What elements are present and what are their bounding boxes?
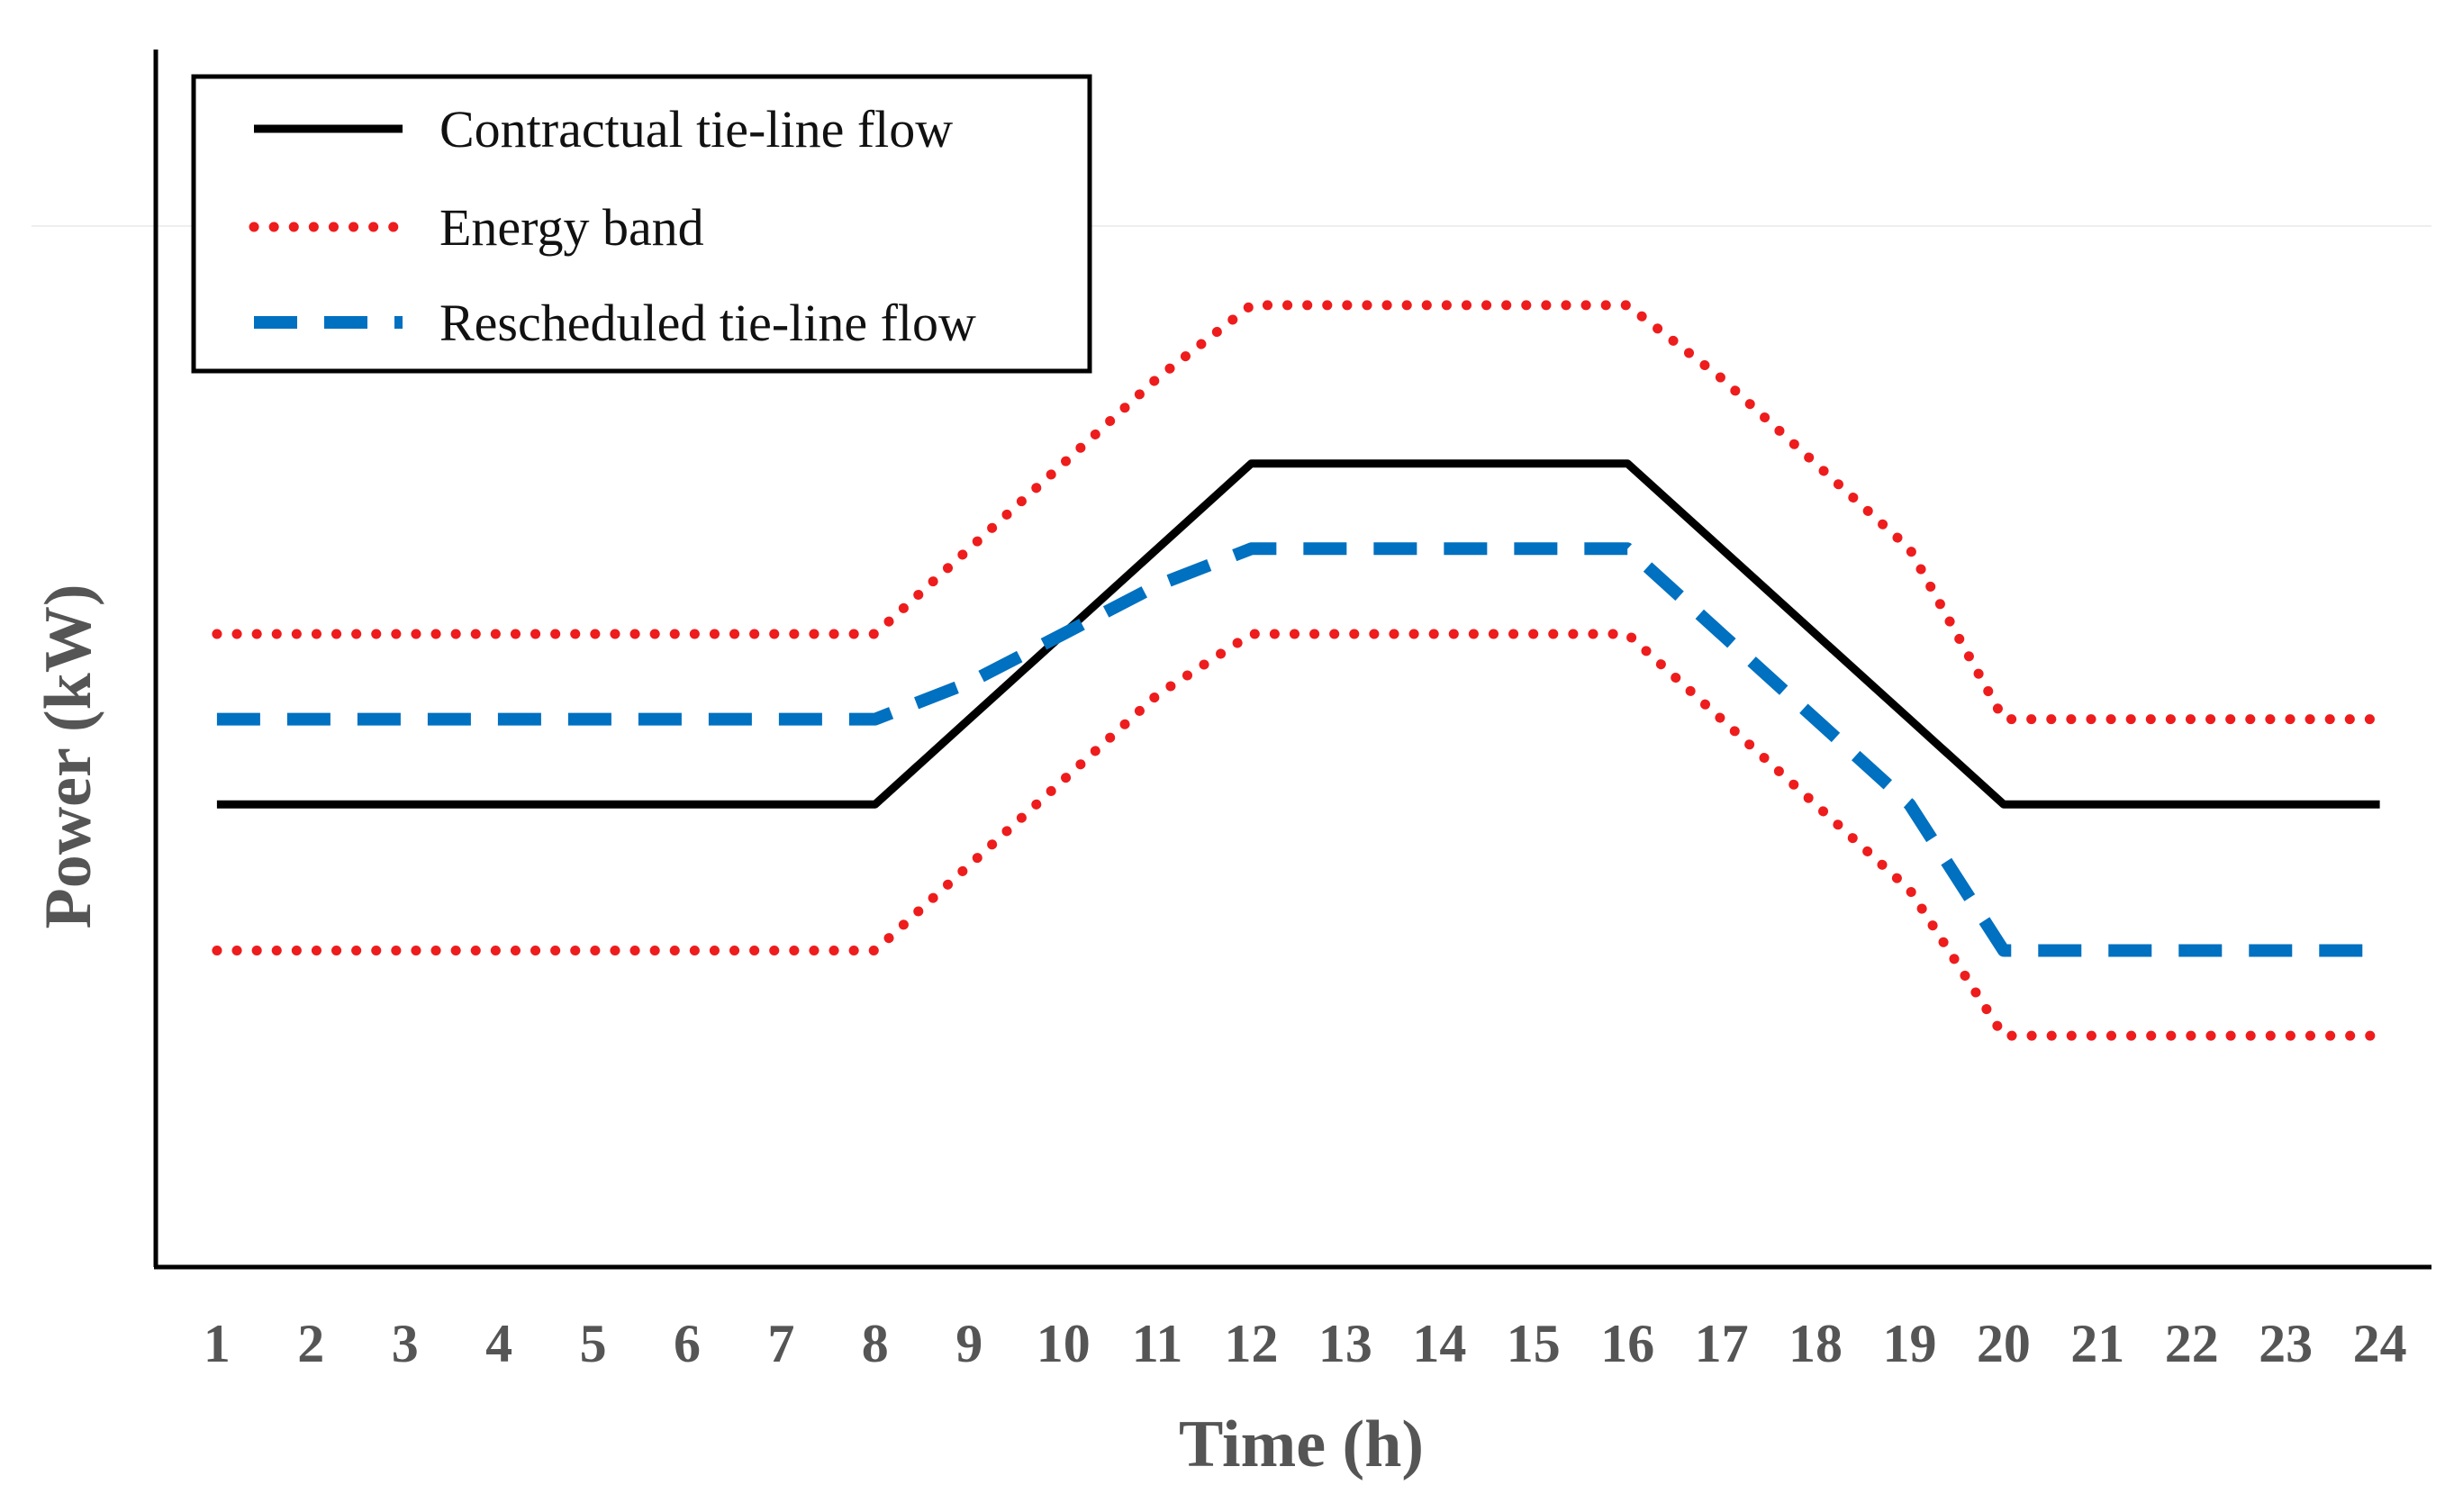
x-tick-label-21: 21 xyxy=(2070,1314,2124,1373)
x-tick-label-15: 15 xyxy=(1507,1314,1561,1373)
x-tick-label-16: 16 xyxy=(1600,1314,1654,1373)
x-tick-label-20: 20 xyxy=(1977,1314,2031,1373)
x-axis-title: Time (h) xyxy=(1179,1408,1424,1481)
x-tick-label-12: 12 xyxy=(1225,1314,1279,1373)
x-tick-label-13: 13 xyxy=(1318,1314,1372,1373)
x-tick-label-3: 3 xyxy=(392,1314,419,1373)
x-tick-label-22: 22 xyxy=(2165,1314,2219,1373)
x-tick-label-11: 11 xyxy=(1132,1314,1183,1373)
legend-label-rescheduled: Rescheduled tie-line flow xyxy=(439,294,976,352)
y-axis-title: Power (kW) xyxy=(32,584,105,929)
series-line-3-dashed xyxy=(216,542,2380,957)
x-tick-labels: 1 2 3 4 5 6 7 8 9 10 11 12 13 14 15 16 17 18 19 20 21 22 23 24 xyxy=(204,1314,2407,1373)
x-tick-label-4: 4 xyxy=(485,1314,512,1373)
x-tick-label-24: 24 xyxy=(2353,1314,2407,1373)
series-line-2-dotted xyxy=(212,629,2386,1041)
legend-label-energy-band: Energy band xyxy=(439,198,704,257)
series-line-1-dotted xyxy=(212,300,2386,725)
x-tick-label-10: 10 xyxy=(1037,1314,1091,1373)
x-tick-label-1: 1 xyxy=(204,1314,231,1373)
x-tick-label-9: 9 xyxy=(955,1314,983,1373)
x-tick-label-6: 6 xyxy=(674,1314,701,1373)
x-tick-label-2: 2 xyxy=(297,1314,324,1373)
series-layer xyxy=(212,300,2386,1041)
legend-label-contractual: Contractual tie-line flow xyxy=(439,100,953,158)
x-tick-label-19: 19 xyxy=(1883,1314,1937,1373)
legend: Contractual tie-line flow Energy band Re… xyxy=(191,74,1092,374)
x-tick-label-8: 8 xyxy=(862,1314,889,1373)
x-tick-label-7: 7 xyxy=(767,1314,794,1373)
x-tick-label-23: 23 xyxy=(2259,1314,2313,1373)
x-tick-label-17: 17 xyxy=(1695,1314,1749,1373)
x-tick-label-14: 14 xyxy=(1412,1314,1466,1373)
series-line-0-solid xyxy=(216,459,2380,809)
x-tick-label-18: 18 xyxy=(1788,1314,1843,1373)
x-tick-label-5: 5 xyxy=(580,1314,607,1373)
